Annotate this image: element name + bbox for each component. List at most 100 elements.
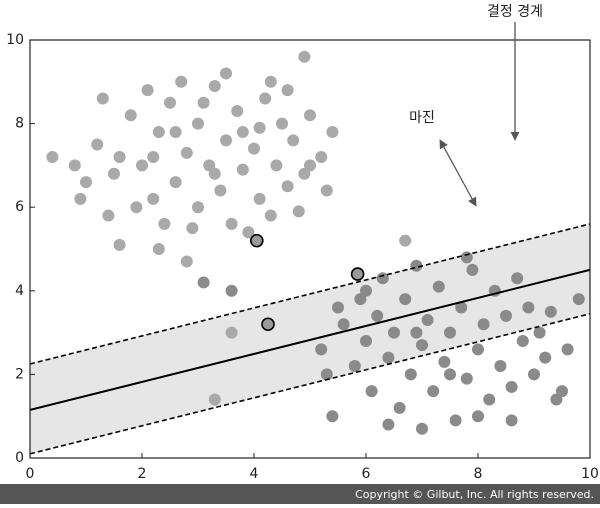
point — [466, 263, 479, 276]
point — [399, 293, 412, 306]
point — [522, 301, 535, 314]
point — [152, 243, 165, 255]
margin-label: 마진 — [409, 110, 435, 126]
point — [141, 84, 154, 97]
y-tick-label: 2 — [15, 366, 24, 382]
y-tick-label: 8 — [15, 116, 24, 132]
point — [264, 209, 277, 222]
point — [416, 422, 428, 435]
point — [253, 192, 266, 205]
point — [438, 355, 451, 368]
point — [259, 92, 272, 105]
support-vector — [249, 233, 264, 248]
point — [169, 125, 182, 138]
point — [449, 414, 462, 427]
point — [113, 238, 126, 251]
point — [533, 326, 546, 339]
point — [91, 138, 104, 151]
point — [320, 368, 333, 381]
point — [236, 125, 249, 138]
point — [371, 309, 384, 322]
y-tick-label: 10 — [6, 32, 24, 48]
footer-bar — [0, 484, 600, 504]
point — [292, 205, 305, 218]
margin-arrow — [439, 139, 477, 207]
point — [287, 134, 300, 147]
point — [472, 343, 484, 356]
point — [152, 125, 165, 138]
point — [472, 410, 484, 423]
point — [96, 92, 109, 105]
point — [208, 79, 221, 92]
point — [444, 326, 456, 339]
point — [320, 184, 333, 197]
point — [175, 75, 188, 88]
point — [528, 368, 540, 381]
plot-frame — [29, 39, 591, 459]
point — [136, 159, 148, 172]
point — [483, 393, 496, 406]
point — [248, 142, 260, 155]
point — [516, 334, 529, 347]
support-vector — [261, 317, 275, 332]
point — [158, 217, 171, 230]
point — [404, 368, 417, 381]
point — [197, 96, 210, 109]
y-tick-label: 4 — [15, 283, 24, 299]
point — [164, 96, 176, 109]
point — [180, 146, 193, 159]
point — [505, 380, 518, 393]
margin-band — [30, 223, 590, 454]
line-dashed — [30, 313, 590, 455]
point — [382, 351, 395, 364]
point — [332, 301, 344, 314]
point — [539, 351, 552, 364]
x-tick-label: 8 — [474, 466, 483, 482]
point — [315, 151, 328, 164]
point — [348, 360, 361, 373]
point — [393, 401, 406, 414]
point — [208, 393, 221, 406]
point — [220, 67, 232, 80]
point — [108, 167, 120, 180]
point — [236, 163, 249, 176]
footer-text: Copyright © Gilbut, Inc. All rights rese… — [355, 488, 594, 501]
point — [505, 414, 518, 427]
x-tick-label: 4 — [250, 466, 259, 482]
line-solid — [30, 268, 590, 411]
point — [225, 284, 238, 297]
point — [432, 280, 445, 293]
point — [80, 176, 92, 189]
y-tick-label: 6 — [15, 199, 24, 215]
point — [220, 134, 232, 147]
point — [326, 410, 339, 423]
point — [46, 151, 59, 164]
point — [511, 272, 524, 285]
point — [281, 84, 294, 97]
point — [225, 217, 238, 230]
x-tick-label: 0 — [26, 466, 35, 482]
point — [186, 222, 199, 235]
point — [572, 293, 585, 306]
point — [410, 326, 423, 339]
point — [197, 276, 210, 289]
point — [130, 201, 143, 214]
point — [315, 343, 328, 356]
point — [113, 151, 126, 164]
point — [281, 180, 294, 193]
point — [264, 75, 277, 88]
point — [376, 272, 389, 285]
x-tick-label: 10 — [581, 466, 599, 482]
point — [304, 159, 316, 172]
point — [477, 318, 490, 331]
point — [444, 368, 456, 381]
x-tick-label: 2 — [138, 466, 147, 482]
point — [360, 334, 372, 347]
x-tick-label: 6 — [362, 466, 371, 482]
point — [326, 125, 339, 138]
point — [242, 226, 255, 239]
point — [169, 176, 182, 189]
point — [416, 339, 428, 352]
boundary-label: 결정 경계 — [487, 4, 543, 20]
point — [388, 326, 400, 339]
